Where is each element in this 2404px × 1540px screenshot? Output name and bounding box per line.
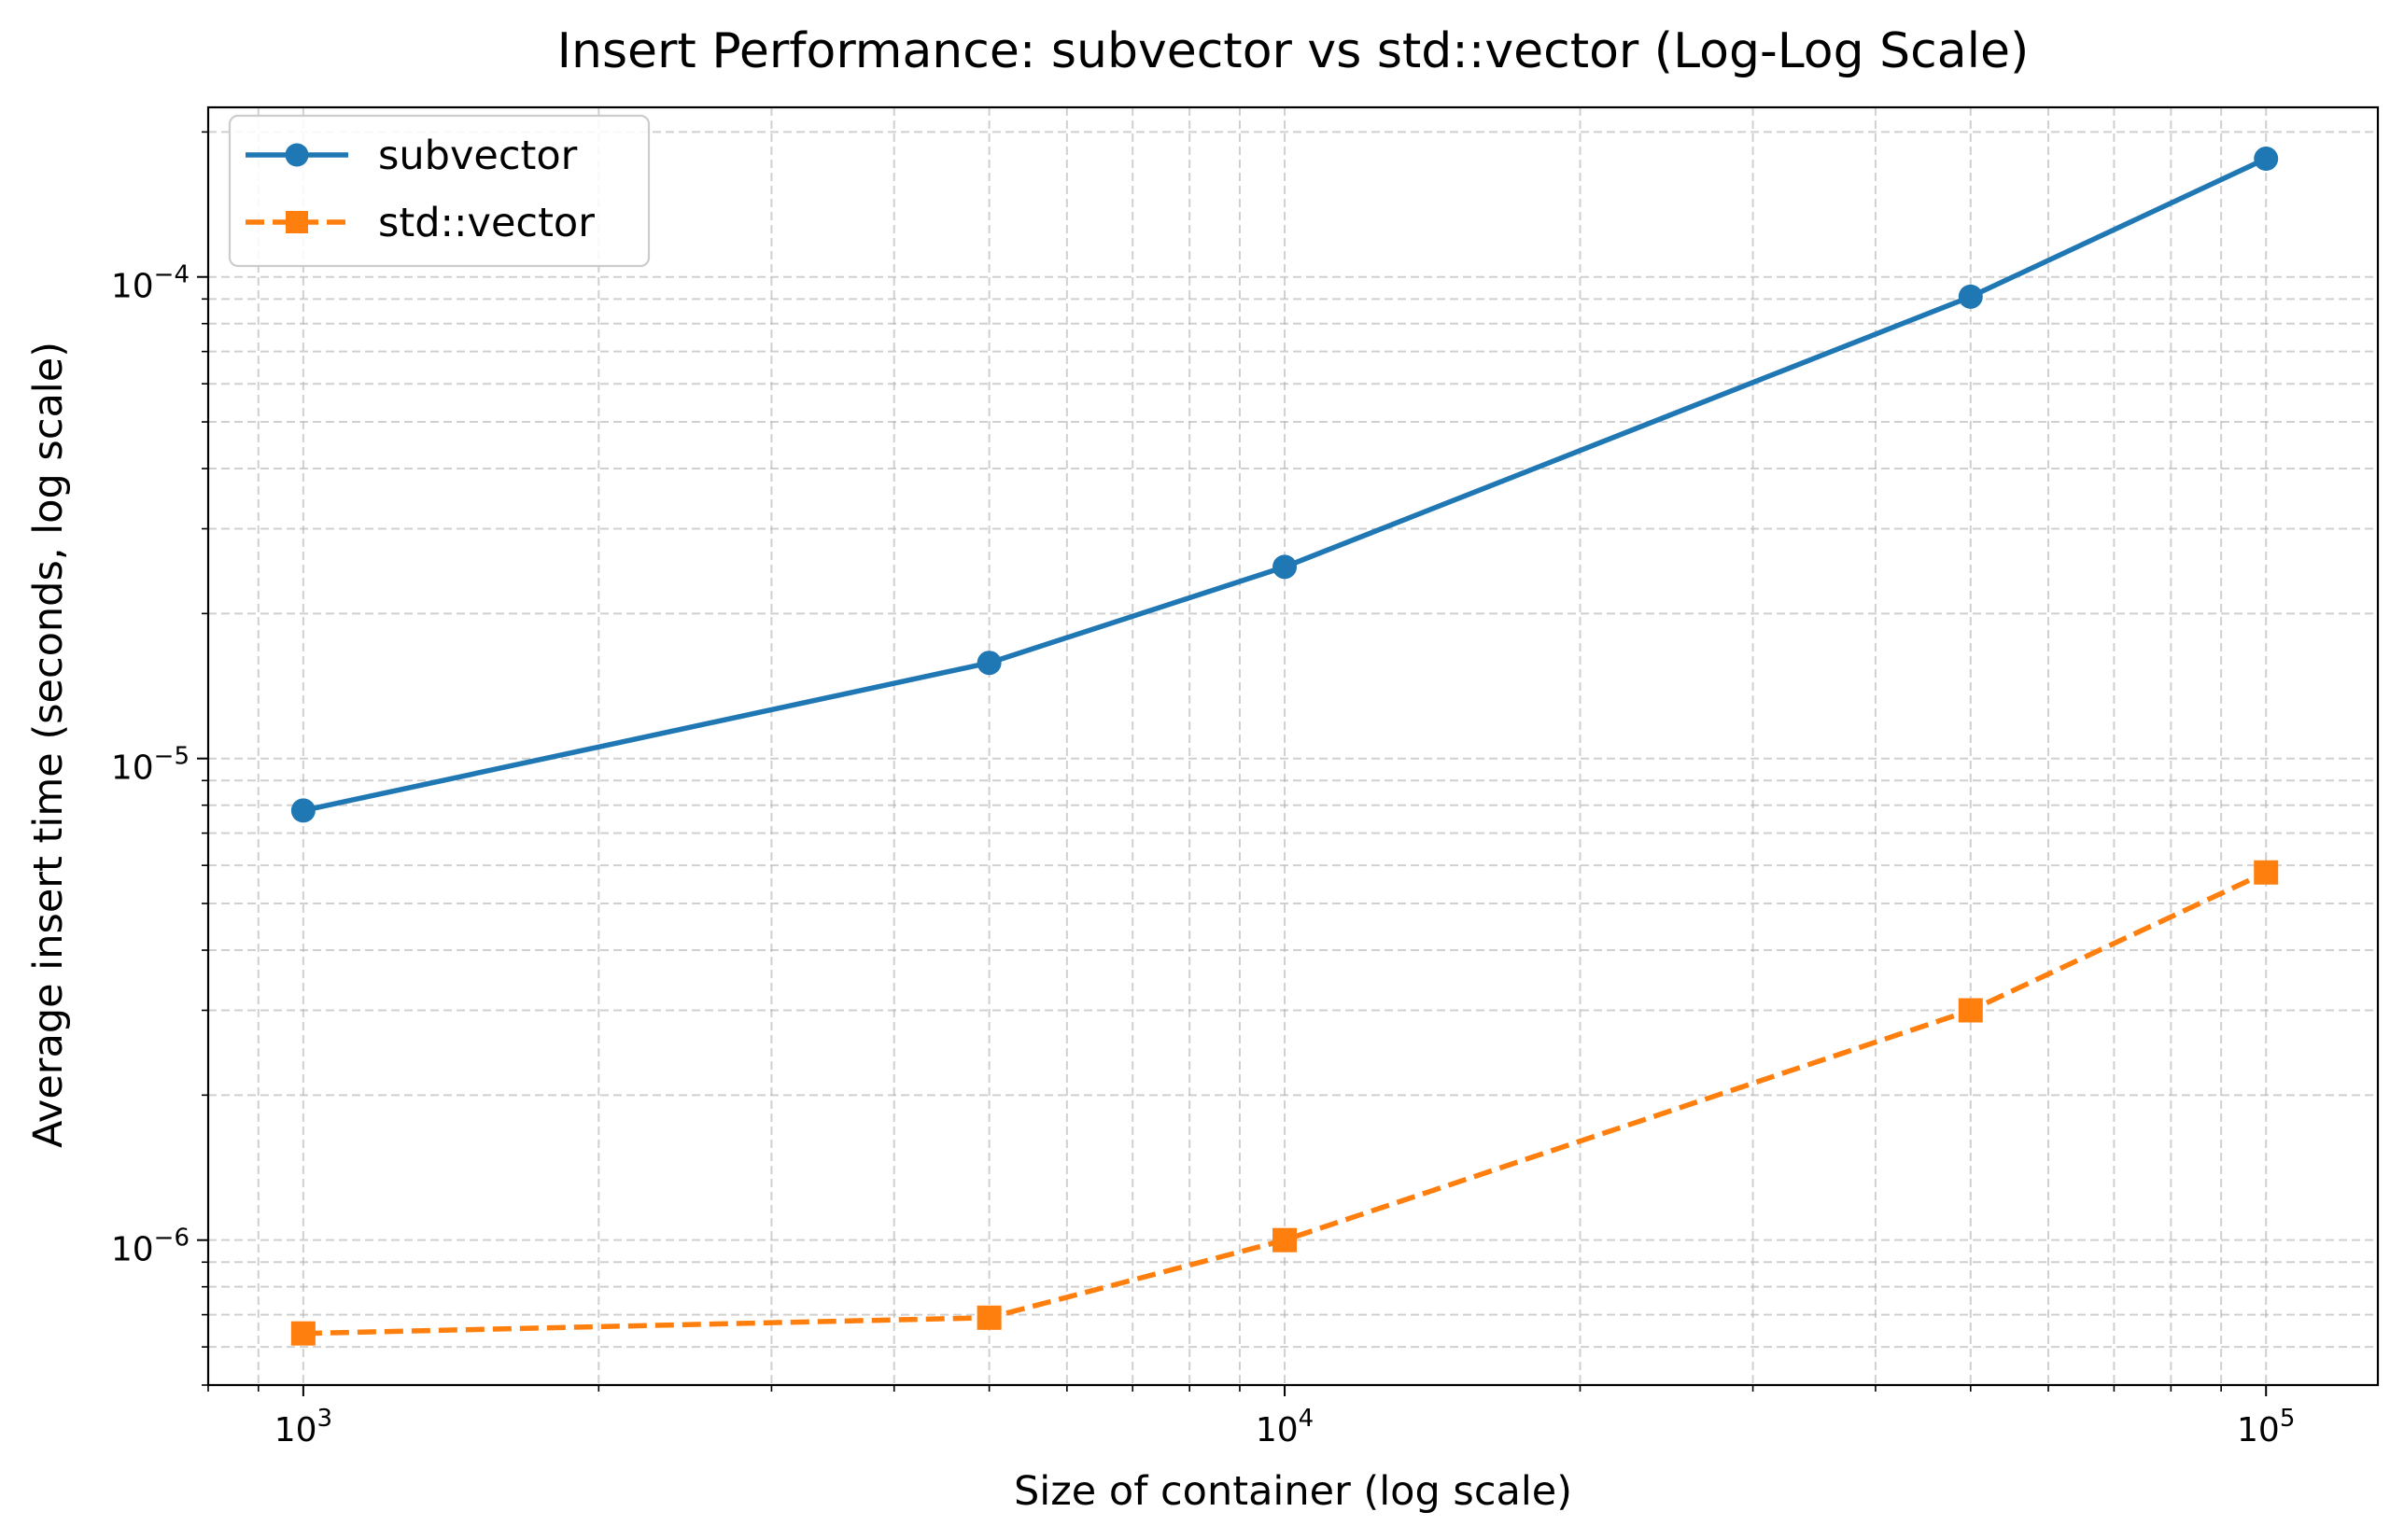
data-point-std-vector <box>290 1321 316 1346</box>
legend-entry-std-vector: std::vector <box>246 200 595 246</box>
legend-label-std-vector: std::vector <box>378 200 595 246</box>
data-point-std-vector <box>1272 1227 1298 1253</box>
data-point-std-vector <box>977 1305 1002 1330</box>
x-tick-label: 103 <box>274 1405 332 1449</box>
plot-area-frame <box>206 105 2380 1387</box>
legend-label-subvector: subvector <box>378 133 578 179</box>
data-point-subvector <box>1958 284 1983 309</box>
chart-title: Insert Performance: subvector vs std::ve… <box>557 23 2030 79</box>
axis-ticks: 103 104 105 10−6 10−5 10−4 <box>111 131 2295 1449</box>
data-point-std-vector <box>2254 860 2279 885</box>
legend-entry-subvector: subvector <box>246 133 578 179</box>
data-point-subvector <box>1272 554 1298 580</box>
data-series <box>290 147 2279 1346</box>
y-axis-label: Average insert time (seconds, log scale) <box>25 342 72 1148</box>
data-point-subvector <box>977 651 1002 676</box>
series-std-vector <box>290 860 2279 1346</box>
series-subvector <box>290 147 2279 823</box>
y-tick-label: 10−5 <box>111 743 190 788</box>
data-point-subvector <box>290 798 316 823</box>
legend: subvector std::vector <box>228 114 651 268</box>
x-tick-label: 104 <box>1256 1405 1314 1449</box>
legend-marker-subvector <box>285 143 309 167</box>
y-tick-label: 10−6 <box>111 1225 190 1269</box>
data-point-subvector <box>2254 147 2279 172</box>
data-point-std-vector <box>1958 998 1983 1023</box>
x-tick-label: 105 <box>2237 1405 2295 1449</box>
y-tick-label: 10−4 <box>111 261 190 306</box>
legend-marker-std-vector <box>286 211 308 233</box>
x-axis-label: Size of container (log scale) <box>1014 1468 1572 1515</box>
